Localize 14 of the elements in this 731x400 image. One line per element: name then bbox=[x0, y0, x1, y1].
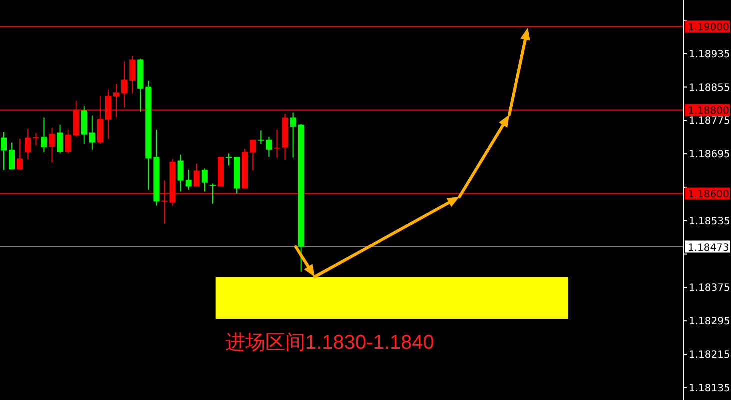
band-label: 进场区间1.1830-1.1840 bbox=[225, 332, 434, 354]
y-tick-label: 1.18695 bbox=[689, 150, 730, 161]
ref-line-label: 1.18473 bbox=[688, 242, 730, 254]
ref-line-label: 1.18600 bbox=[688, 190, 730, 201]
y-tick-label: 1.18775 bbox=[689, 116, 730, 128]
y-tick-label: 1.18295 bbox=[689, 316, 730, 328]
y-tick-label: 1.18935 bbox=[689, 49, 730, 60]
y-tick-label: 1.18215 bbox=[689, 350, 730, 361]
y-tick-label: 1.18535 bbox=[689, 216, 730, 228]
y-tick-label: 1.18855 bbox=[689, 82, 730, 94]
ref-line-label: 1.19000 bbox=[688, 22, 730, 34]
y-tick-label: 1.18375 bbox=[689, 283, 730, 294]
ref-line-label: 1.18800 bbox=[688, 106, 730, 118]
y-tick-label: 1.18135 bbox=[689, 383, 730, 394]
